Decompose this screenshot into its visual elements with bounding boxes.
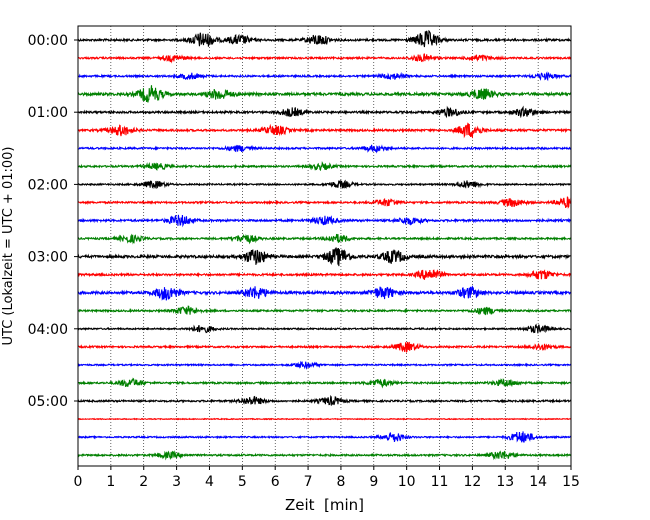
x-tick-label: 9 [369, 474, 378, 490]
y-tick-label: 02:00 [28, 177, 68, 193]
trace-0045 [77, 85, 572, 103]
x-tick-label: 2 [139, 474, 148, 490]
x-tick-label: 10 [398, 474, 416, 490]
x-tick-label: 8 [336, 474, 345, 490]
trace-0115 [77, 122, 572, 139]
trace-0200 [77, 179, 572, 190]
y-tick-label: 04:00 [28, 322, 68, 338]
x-tick-label: 7 [304, 474, 313, 490]
trace-0400 [77, 323, 572, 334]
y-tick-label: 00:00 [28, 33, 68, 49]
x-tick-label: 4 [205, 474, 214, 490]
y-axis-ticks: 00:00 01:00 02:00 03:00 04:00 05:00 [28, 33, 78, 410]
seismic-traces [77, 29, 572, 461]
x-tick-label: 1 [106, 474, 115, 490]
x-tick-label: 13 [496, 474, 514, 490]
trace-0530 [77, 431, 572, 443]
trace-0500 [77, 394, 572, 407]
x-tick-label: 12 [463, 474, 481, 490]
x-tick-label: 0 [74, 474, 83, 490]
x-tick-label: 11 [431, 474, 449, 490]
trace-0515 [77, 417, 572, 421]
trace-0215 [77, 196, 572, 209]
trace-0015 [77, 53, 572, 64]
trace-0230 [77, 214, 572, 228]
trace-0430 [77, 360, 572, 370]
x-tick-label: 6 [271, 474, 280, 490]
trace-0445 [77, 377, 572, 389]
trace-0130 [77, 144, 572, 154]
trace-0315 [77, 269, 572, 280]
y-tick-label: 03:00 [28, 250, 68, 266]
trace-0545 [77, 450, 572, 461]
trace-0300 [77, 247, 572, 267]
plot-frame [77, 25, 572, 467]
trace-0345 [77, 305, 572, 316]
x-tick-label: 3 [172, 474, 181, 490]
trace-0415 [77, 341, 572, 354]
trace-0145 [77, 160, 572, 172]
y-tick-label: 05:00 [28, 394, 68, 410]
trace-0245 [77, 233, 572, 245]
x-tick-label: 15 [562, 474, 580, 490]
x-axis-label: Zeit [min] [285, 496, 364, 514]
x-tick-label: 14 [529, 474, 547, 490]
trace-0100 [77, 105, 572, 119]
x-axis-ticks: 0 1 2 3 4 5 6 7 8 9 10 11 12 13 14 15 [74, 466, 580, 490]
trace-0000 [77, 29, 572, 48]
trace-0030 [77, 71, 572, 82]
x-tick-label: 5 [238, 474, 247, 490]
y-tick-label: 01:00 [28, 105, 68, 121]
trace-0330 [77, 285, 572, 301]
y-axis-label: UTC (Lokalzeit = UTC + 01:00) [1, 147, 16, 346]
